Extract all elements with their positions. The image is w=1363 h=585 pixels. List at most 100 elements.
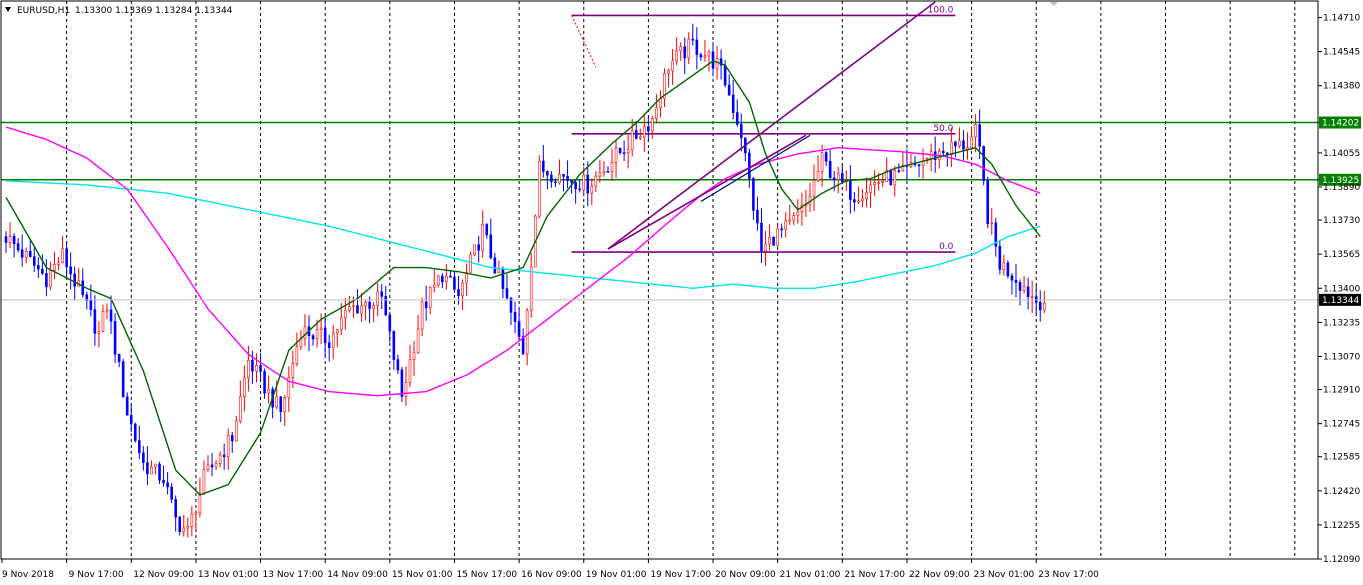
candle-body [764,243,767,252]
candle-body [20,249,24,258]
candle-body [695,39,699,55]
candle-body [420,301,424,330]
candle-body [376,291,379,306]
candle-body [590,185,594,194]
candle-body [638,136,642,139]
candle-body [840,173,844,183]
candle-body [113,321,117,355]
candle-body [772,236,775,246]
candle-body [982,145,985,181]
time-tick-label: 21 Nov 17:00 [844,570,905,580]
price-tick-label: 1.13890 [1323,183,1360,193]
candle-body [756,210,759,224]
candle-body [614,147,618,163]
candle-body [752,178,755,211]
candle-body [546,171,549,176]
price-tick-label: 1.12585 [1323,453,1360,463]
candle-body [562,174,565,177]
candle-body [327,342,331,348]
candle-body [667,70,670,74]
candle-body [941,150,945,154]
candle-body [154,463,157,468]
candle-body [352,305,355,307]
candle-body [69,266,72,275]
candle-body [57,262,60,265]
candle-body [93,309,97,334]
time-tick-label: 16 Nov 09:00 [521,570,582,580]
candle-body [655,107,658,119]
candle-body [501,268,505,289]
price-tick-label: 1.13400 [1323,284,1360,294]
candle-body [259,365,262,372]
candle-body [158,463,161,481]
fib-level-label: 50.0 [933,124,953,134]
candle-body [877,182,880,184]
candle-body [105,309,109,312]
candle-body [449,275,452,278]
candle-body [8,235,12,243]
candle-body [186,526,190,529]
candle-body [703,55,707,58]
candle-body [994,222,998,247]
candle-body [497,268,501,274]
candle-body [335,329,339,334]
candle-body [897,170,901,172]
candle-body [990,222,994,225]
candle-body [796,211,800,216]
candle-body [643,126,646,138]
chevron-down-icon[interactable] [5,7,11,12]
candle-body [691,38,695,41]
time-tick-label: 12 Nov 09:00 [133,570,194,580]
candle-body [275,396,278,408]
candle-body [509,297,513,313]
candle-body [950,141,953,156]
candle-body [836,173,840,181]
time-tick-label: 9 Nov 2018 [2,570,54,580]
candle-body [287,377,291,398]
candle-body [521,336,525,355]
candle-body [133,423,137,441]
price-tick-label: 1.12910 [1323,386,1360,396]
candle-body [828,160,832,179]
candle-body [893,170,897,186]
time-axis[interactable]: 9 Nov 2018 9 Nov 17:00 12 Nov 09:00 13 Nov … [1,559,1099,580]
trendlines[interactable] [607,1,936,250]
candle-body [998,245,1002,270]
candle-body [626,149,630,154]
candle-body [513,312,517,322]
price-tick-label: 1.13070 [1323,352,1360,362]
candle-body [251,360,254,372]
price-tag-label: 1.13925 [1322,176,1359,186]
price-tag [1319,293,1361,306]
price-axis[interactable]: 1.14710 1.14545 1.14380 1.14202 1.14055 1.139… [1318,14,1361,565]
trendline [607,134,807,250]
candle-body [554,181,557,184]
candle-body [331,332,335,348]
candle-body [441,275,444,283]
time-tick-label: 15 Nov 17:00 [456,570,517,580]
candle-body [295,346,299,364]
candle-body [129,414,133,425]
time-tick-label: 21 Nov 01:00 [780,570,841,580]
candle-body [582,174,586,191]
candle-body [566,176,569,182]
horizontal-levels[interactable] [1,121,1318,181]
candle-body [739,124,743,139]
candle-body [392,330,396,360]
chart-shift-marker-icon[interactable] [1050,2,1058,6]
candle-body [445,275,448,283]
candle-body [598,172,602,177]
price-tag-label: 1.14202 [1322,119,1359,129]
candle-body [574,182,577,190]
candle-body [263,371,266,394]
candle-body [202,469,206,494]
candle-body [505,288,509,299]
candle-body [214,463,218,468]
candle-body [958,140,961,147]
candle-body [178,516,182,532]
candle-body [699,54,703,58]
candle-body [97,331,101,334]
candle-body [45,273,48,288]
candle-body [776,228,779,246]
